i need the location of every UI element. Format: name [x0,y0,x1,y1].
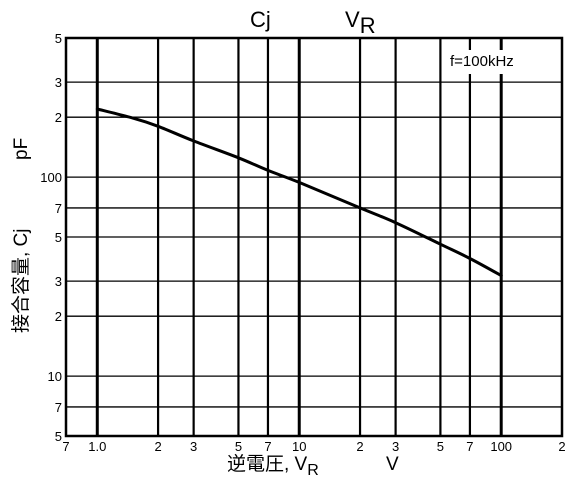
x-tick-labels: 7 1.0 2 3 5 7 10 2 3 5 7 100 2 [62,439,565,454]
x-tick-label: 3 [190,439,197,454]
y-tick-label: 3 [55,75,62,90]
x-tick-label: 3 [392,439,399,454]
y-axis-label: 接合容量, Cj [10,228,32,333]
x-tick-label: 2 [154,439,161,454]
x-tick-label: 5 [437,439,444,454]
x-axis-label: 逆電圧, VR [227,453,319,479]
y-tick-label: 5 [55,429,62,444]
y-tick-label: 7 [55,201,62,216]
x-tick-label: 7 [264,439,271,454]
chart-title-vr: VR [345,7,376,38]
x-axis-unit: V [386,454,399,475]
x-tick-label: 2 [558,439,565,454]
y-axis-unit: pF [11,138,32,160]
y-tick-label: 5 [55,230,62,245]
x-tick-label: 2 [356,439,363,454]
y-tick-label: 2 [55,110,62,125]
grid [66,38,562,436]
y-tick-labels: 5 7 10 2 3 5 7 100 2 3 5 [40,31,62,444]
x-tick-label: 7 [466,439,473,454]
annotation-background [446,50,552,74]
y-tick-label: 3 [55,274,62,289]
chart-title-cj: Cj [250,7,271,32]
x-tick-label: 5 [235,439,242,454]
x-tick-label: 1.0 [88,439,106,454]
x-tick-label: 7 [62,439,69,454]
y-tick-label: 5 [55,31,62,46]
x-tick-label: 100 [490,439,512,454]
y-tick-label: 2 [55,309,62,324]
y-tick-label: 100 [40,170,62,185]
plot-frame [64,36,564,438]
y-tick-label: 10 [48,369,62,384]
y-tick-label: 7 [55,400,62,415]
frequency-annotation: f=100kHz [450,53,514,70]
series-line-cj [95,107,503,278]
x-tick-label: 10 [292,439,306,454]
